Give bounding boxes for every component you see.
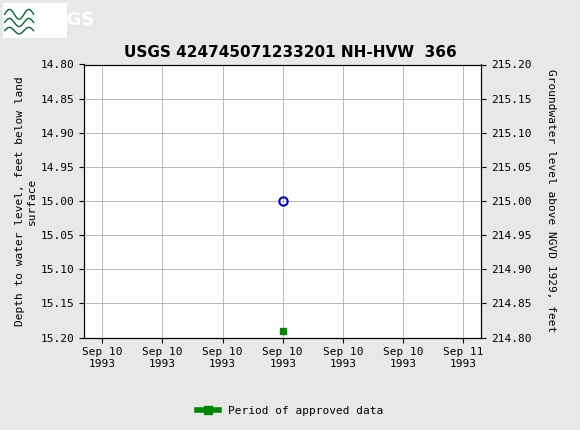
Text: USGS: USGS	[39, 12, 95, 29]
Y-axis label: Groundwater level above NGVD 1929, feet: Groundwater level above NGVD 1929, feet	[546, 69, 556, 333]
Legend: Period of approved data: Period of approved data	[193, 401, 387, 420]
Text: USGS 424745071233201 NH-HVW  366: USGS 424745071233201 NH-HVW 366	[124, 45, 456, 60]
Y-axis label: Depth to water level, feet below land
surface: Depth to water level, feet below land su…	[15, 76, 37, 326]
FancyBboxPatch shape	[3, 3, 67, 37]
